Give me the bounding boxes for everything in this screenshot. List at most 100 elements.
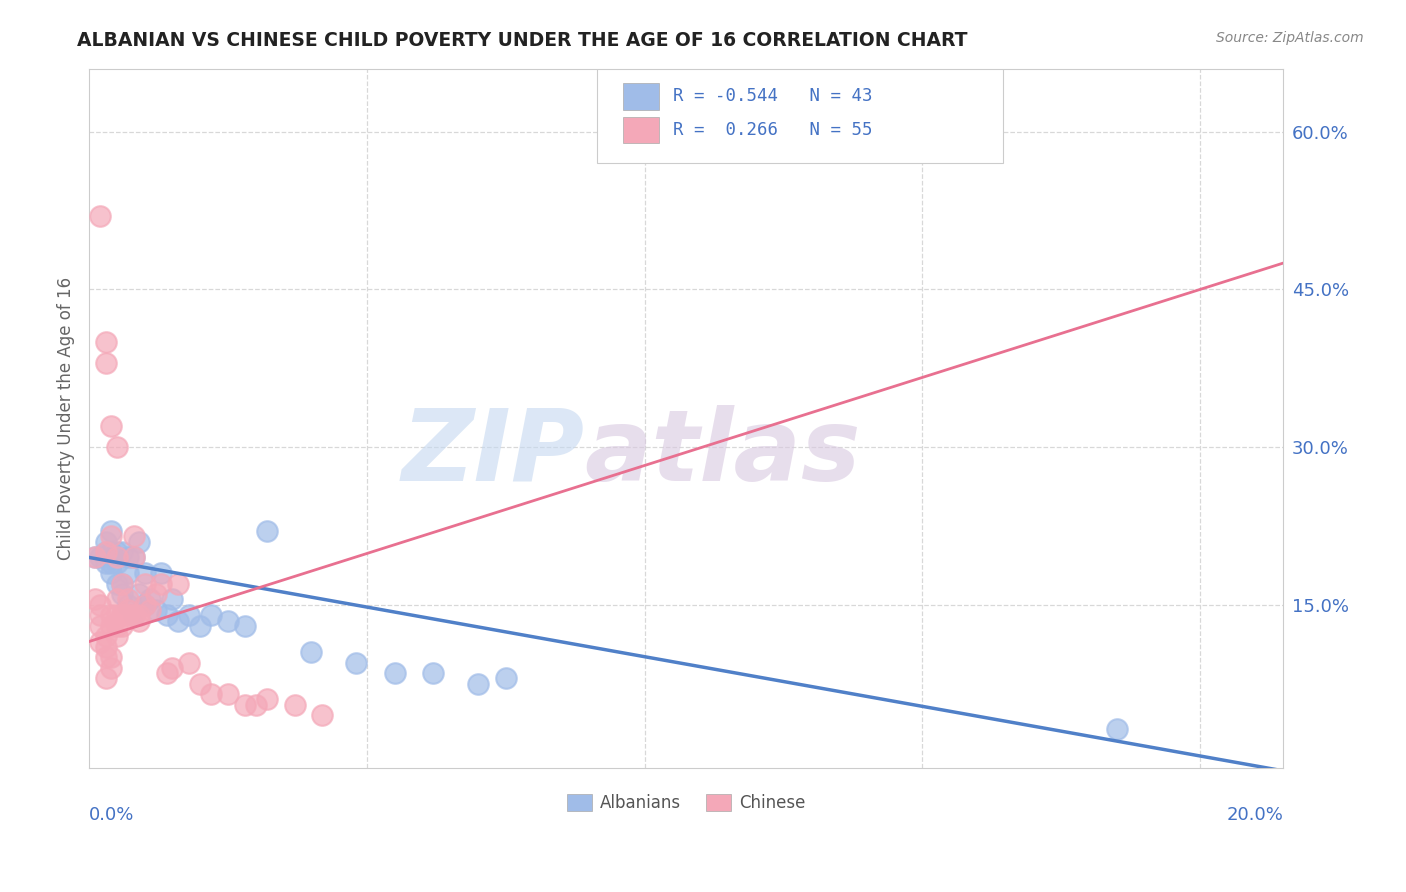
- Point: [94, 650, 117, 665]
- Point: [200, 608, 222, 623]
- Text: 0.0%: 0.0%: [89, 806, 135, 824]
- Point: [83, 592, 105, 607]
- Point: [111, 587, 134, 601]
- Point: [100, 619, 122, 633]
- Point: [111, 619, 134, 633]
- Point: [89, 598, 111, 612]
- Point: [384, 666, 406, 681]
- Point: [256, 692, 278, 706]
- Point: [100, 650, 122, 665]
- Point: [83, 550, 105, 565]
- Point: [89, 619, 111, 633]
- Point: [1105, 722, 1128, 736]
- Point: [128, 587, 150, 601]
- Point: [311, 708, 333, 723]
- Point: [467, 676, 489, 690]
- Point: [122, 529, 145, 543]
- Point: [217, 687, 239, 701]
- Point: [145, 587, 167, 601]
- Point: [495, 671, 517, 685]
- Point: [117, 566, 139, 581]
- Point: [128, 534, 150, 549]
- Point: [105, 608, 128, 623]
- Text: ZIP: ZIP: [402, 405, 585, 501]
- Point: [177, 608, 200, 623]
- Point: [139, 603, 162, 617]
- Point: [299, 645, 322, 659]
- Point: [188, 676, 211, 690]
- Point: [156, 666, 179, 681]
- Text: ALBANIAN VS CHINESE CHILD POVERTY UNDER THE AGE OF 16 CORRELATION CHART: ALBANIAN VS CHINESE CHILD POVERTY UNDER …: [77, 31, 967, 50]
- Point: [100, 608, 122, 623]
- Point: [100, 661, 122, 675]
- Point: [233, 619, 256, 633]
- Text: Source: ZipAtlas.com: Source: ZipAtlas.com: [1216, 31, 1364, 45]
- Point: [188, 619, 211, 633]
- FancyBboxPatch shape: [596, 69, 1002, 163]
- Point: [162, 661, 184, 675]
- Point: [111, 545, 134, 559]
- Point: [167, 576, 190, 591]
- Point: [111, 608, 134, 623]
- Point: [117, 592, 139, 607]
- Point: [105, 440, 128, 454]
- Text: 20.0%: 20.0%: [1226, 806, 1284, 824]
- Point: [89, 550, 111, 565]
- Point: [200, 687, 222, 701]
- Point: [89, 209, 111, 223]
- Point: [89, 608, 111, 623]
- Point: [122, 550, 145, 565]
- Point: [105, 619, 128, 633]
- Point: [256, 524, 278, 538]
- Point: [156, 608, 179, 623]
- Point: [94, 545, 117, 559]
- Point: [94, 629, 117, 643]
- Point: [122, 608, 145, 623]
- Point: [105, 545, 128, 559]
- Point: [89, 634, 111, 648]
- Point: [117, 598, 139, 612]
- Point: [105, 576, 128, 591]
- Point: [344, 656, 367, 670]
- Point: [100, 545, 122, 559]
- Point: [128, 614, 150, 628]
- FancyBboxPatch shape: [623, 117, 659, 144]
- Point: [284, 698, 307, 712]
- Point: [134, 566, 156, 581]
- Point: [134, 598, 156, 612]
- Point: [105, 592, 128, 607]
- Point: [162, 592, 184, 607]
- Point: [150, 566, 173, 581]
- Point: [122, 608, 145, 623]
- Point: [94, 556, 117, 570]
- Point: [117, 608, 139, 623]
- Point: [139, 592, 162, 607]
- Point: [167, 614, 190, 628]
- Point: [134, 598, 156, 612]
- Point: [94, 545, 117, 559]
- Point: [145, 603, 167, 617]
- Point: [100, 566, 122, 581]
- Point: [105, 629, 128, 643]
- Point: [105, 550, 128, 565]
- Point: [94, 334, 117, 349]
- FancyBboxPatch shape: [623, 83, 659, 110]
- Point: [100, 529, 122, 543]
- Point: [105, 556, 128, 570]
- Point: [122, 550, 145, 565]
- Point: [100, 524, 122, 538]
- Point: [134, 576, 156, 591]
- Point: [128, 608, 150, 623]
- Point: [422, 666, 444, 681]
- Point: [150, 576, 173, 591]
- Y-axis label: Child Poverty Under the Age of 16: Child Poverty Under the Age of 16: [58, 277, 75, 559]
- Point: [94, 640, 117, 654]
- Text: R = -0.544   N = 43: R = -0.544 N = 43: [673, 87, 873, 105]
- Point: [233, 698, 256, 712]
- Point: [100, 556, 122, 570]
- Point: [100, 419, 122, 434]
- Point: [177, 656, 200, 670]
- Point: [245, 698, 267, 712]
- Legend: Albanians, Chinese: Albanians, Chinese: [560, 788, 813, 819]
- Point: [111, 608, 134, 623]
